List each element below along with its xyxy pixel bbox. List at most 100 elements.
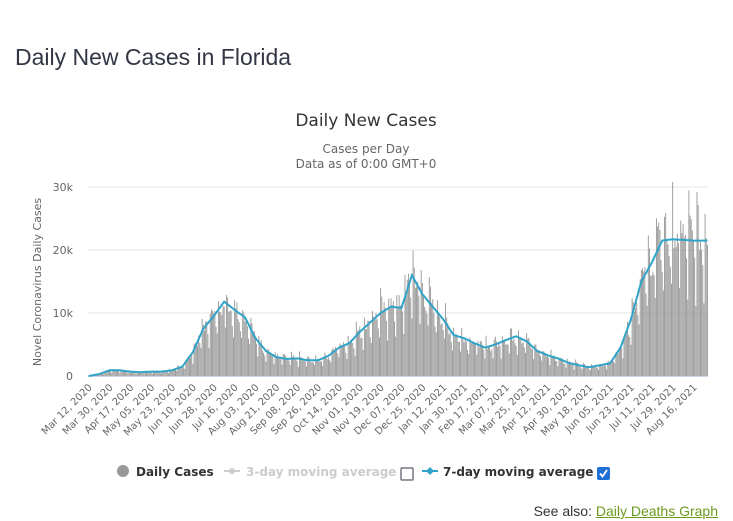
daily-cases-bar (483, 349, 485, 376)
daily-cases-bar (367, 321, 369, 376)
daily-cases-bar (407, 273, 409, 376)
daily-cases-bar (140, 371, 142, 376)
daily-cases-bar (617, 353, 619, 376)
daily-cases-bar (151, 373, 153, 376)
daily-cases-bar (157, 371, 159, 376)
daily-cases-bar (193, 344, 195, 376)
daily-cases-bar (468, 353, 470, 376)
daily-cases-bar (580, 367, 582, 376)
legend-ma7[interactable]: 7-day moving average (422, 465, 593, 479)
daily-cases-bar (465, 341, 467, 376)
daily-cases-bar (119, 372, 121, 376)
daily-cases-bar (274, 352, 276, 376)
daily-cases-bar (392, 301, 394, 376)
y-tick-label: 20k (53, 244, 74, 257)
daily-cases-bar (195, 343, 197, 376)
daily-cases-bar (330, 362, 332, 376)
daily-deaths-graph-link[interactable]: Daily Deaths Graph (595, 503, 718, 519)
daily-cases-bar (314, 365, 316, 376)
legend-ma3[interactable]: 3-day moving average (224, 465, 396, 479)
daily-cases-bar (226, 294, 227, 376)
daily-cases-bar (201, 318, 203, 376)
daily-cases-bar (690, 219, 692, 376)
daily-cases-bar (382, 310, 384, 376)
daily-cases-bar (528, 337, 530, 376)
daily-cases-bar (649, 248, 650, 376)
daily-cases-bar (191, 354, 193, 376)
daily-cases-bar (463, 342, 465, 376)
ma7-checkbox[interactable] (597, 467, 610, 480)
daily-cases-bar (340, 345, 342, 376)
daily-cases-bar (369, 336, 371, 376)
daily-cases-bar (456, 335, 458, 376)
daily-cases-bar (414, 287, 416, 376)
daily-cases-bar (197, 345, 198, 376)
daily-cases-bar (399, 305, 401, 376)
daily-cases-bar (384, 307, 386, 376)
daily-cases-bar (671, 283, 672, 376)
daily-cases-bar (472, 343, 474, 376)
daily-cases-bar (165, 371, 167, 376)
daily-cases-bar (205, 321, 207, 376)
daily-cases-bar (148, 372, 150, 376)
daily-cases-bar (450, 342, 452, 376)
daily-cases-bar (212, 310, 214, 376)
daily-cases-bar (114, 369, 116, 376)
ma7-line (88, 238, 708, 377)
daily-cases-bar (217, 301, 219, 376)
daily-cases-bar (316, 360, 318, 376)
daily-cases-bar (479, 340, 481, 376)
daily-cases-bar (659, 230, 661, 376)
daily-cases-bar (426, 313, 428, 376)
daily-cases-bar (219, 311, 220, 376)
daily-cases-bar (427, 325, 429, 376)
daily-cases-bar (383, 302, 385, 376)
daily-cases-bar (341, 345, 343, 376)
daily-cases-bar (265, 361, 267, 376)
daily-cases-bar (436, 300, 438, 376)
daily-cases-bar (183, 367, 185, 376)
daily-cases-bar (254, 337, 256, 376)
daily-cases-bar (409, 284, 411, 376)
daily-cases-bar (186, 359, 188, 376)
daily-cases-bar (416, 286, 418, 376)
legend-daily-cases[interactable]: Daily Cases (117, 465, 214, 479)
daily-cases-bar (282, 354, 284, 376)
daily-cases-bar (492, 358, 494, 376)
daily-cases-bar (168, 373, 170, 376)
daily-cases-bar (695, 305, 697, 376)
daily-cases-bar (366, 328, 368, 376)
daily-cases-bar (596, 367, 598, 376)
daily-cases-bar (452, 350, 453, 376)
daily-cases-bar (544, 353, 546, 376)
daily-cases-bar (323, 356, 325, 376)
daily-cases-bar (417, 281, 419, 376)
daily-cases-bar (228, 311, 230, 376)
daily-cases-bar (594, 365, 596, 376)
daily-cases-bar (525, 352, 526, 376)
daily-cases-bar (567, 363, 569, 376)
daily-cases-bar (604, 365, 606, 376)
daily-cases-bar (684, 234, 686, 376)
daily-cases-bar (147, 371, 149, 376)
daily-cases-bar (628, 335, 630, 376)
daily-cases-bar (99, 373, 101, 376)
daily-cases-bar (339, 343, 341, 376)
daily-cases-bar (434, 326, 436, 376)
daily-cases-legend-marker (117, 465, 129, 477)
y-tick-label: 0 (66, 370, 73, 383)
daily-cases-bar (180, 366, 182, 376)
daily-cases-bar (113, 368, 115, 376)
daily-cases-bar (611, 360, 613, 376)
daily-cases-bar (403, 333, 405, 376)
daily-cases-bar (310, 362, 312, 376)
daily-cases-bar (449, 332, 451, 376)
daily-cases-bar (244, 321, 246, 376)
daily-cases-bar (586, 367, 588, 376)
daily-cases-bar (348, 342, 350, 376)
ma3-checkbox[interactable] (400, 467, 414, 481)
daily-cases-bar (438, 312, 440, 376)
daily-cases-bar (521, 343, 523, 376)
daily-cases-bar (391, 305, 393, 376)
daily-cases-bar (261, 350, 263, 376)
